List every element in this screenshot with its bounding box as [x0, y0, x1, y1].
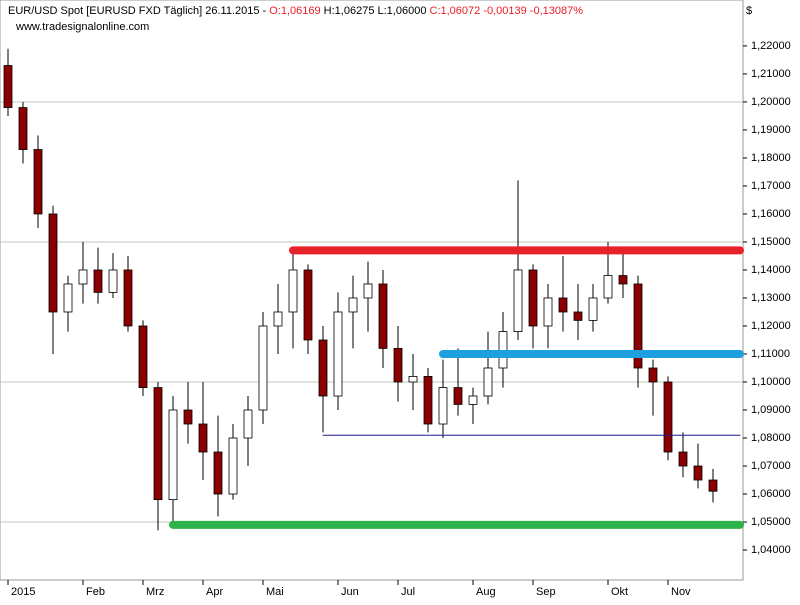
x-tick-label: Nov [671, 586, 691, 598]
candle-body [258, 325, 268, 411]
candle-body [423, 375, 433, 425]
candle-body [243, 409, 253, 439]
candle-body [393, 347, 403, 383]
candle-body [273, 311, 283, 327]
candle-body [3, 65, 13, 108]
x-tick-label: Feb [86, 586, 105, 598]
y-tick-label: 1,12000 [751, 320, 791, 332]
candle-body [168, 409, 178, 501]
x-tick-label: 2015 [11, 586, 35, 598]
x-tick-label: Okt [611, 586, 628, 598]
y-tick-label: 1,18000 [751, 152, 791, 164]
source: www.tradesignalonline.com [15, 21, 149, 33]
y-tick-label: 1,22000 [751, 40, 791, 52]
candle-body [588, 297, 598, 321]
y-tick-label: 1,04000 [751, 544, 791, 556]
y-tick-label: 1,13000 [751, 292, 791, 304]
candle-body [603, 275, 613, 299]
candle-body [543, 297, 553, 327]
y-tick-label: 1,19000 [751, 124, 791, 136]
y-tick-label: 1,08000 [751, 432, 791, 444]
y-tick-label: 1,14000 [751, 264, 791, 276]
y-unit: $ [746, 5, 752, 17]
y-tick-label: 1,15000 [751, 236, 791, 248]
header-high-low: H:1,06275 L:1,06000 [321, 5, 430, 17]
candle-body [93, 269, 103, 293]
candle-body [183, 409, 193, 425]
header-close: C:1,06072 -0,00139 -0,13087% [430, 5, 584, 17]
x-tick-label: Jul [401, 586, 415, 598]
x-tick-label: Mrz [146, 586, 164, 598]
candle-body [528, 269, 538, 327]
candle-body [618, 275, 628, 285]
candle-body [333, 311, 343, 397]
candle-body [498, 331, 508, 369]
y-tick-label: 1,17000 [751, 180, 791, 192]
candle-body [378, 283, 388, 349]
candle-body [693, 465, 703, 481]
candle-body [78, 269, 88, 285]
candle-body [213, 451, 223, 495]
candle-body [408, 375, 418, 383]
candle-body [678, 451, 688, 467]
candle-body [48, 213, 58, 313]
y-tick-label: 1,11000 [751, 348, 790, 360]
candle-body [228, 437, 238, 495]
candle-body [198, 423, 208, 453]
candle-body [348, 297, 358, 313]
y-tick-label: 1,21000 [751, 68, 791, 80]
candle-body [363, 283, 373, 299]
candle-body [438, 387, 448, 425]
header-title: EUR/USD Spot [EURUSD FXD Täglich] 26.11.… [8, 5, 269, 17]
candle-body [483, 367, 493, 397]
candle-body [663, 381, 673, 453]
candle-body [633, 283, 643, 369]
candle-body [558, 297, 568, 313]
candle-body [288, 269, 298, 313]
x-tick-label: Jun [341, 586, 359, 598]
candle-body [123, 269, 133, 327]
y-tick-label: 1,06000 [751, 488, 791, 500]
candle-body [573, 311, 583, 321]
candle-body [318, 339, 328, 397]
candle-body [453, 387, 463, 405]
y-tick-label: 1,09000 [751, 404, 791, 416]
candle-body [108, 269, 118, 293]
candle-body [648, 367, 658, 383]
candle-body [513, 269, 523, 332]
candle-body [33, 149, 43, 215]
header-open: O:1,06169 [269, 5, 320, 17]
candle-body [18, 107, 28, 150]
candle-body [708, 479, 718, 492]
candle-body [138, 325, 148, 389]
candle-body [303, 269, 313, 341]
y-tick-label: 1,16000 [751, 208, 791, 220]
y-tick-label: 1,07000 [751, 460, 791, 472]
candle-body [63, 283, 73, 313]
x-tick-label: Aug [476, 586, 496, 598]
y-tick-label: 1,05000 [751, 516, 791, 528]
candle-body [153, 387, 163, 501]
x-tick-label: Sep [536, 586, 556, 598]
x-tick-label: Apr [206, 586, 223, 598]
y-tick-label: 1,20000 [751, 96, 791, 108]
x-tick-label: Mai [266, 586, 284, 598]
header: EUR/USD Spot [EURUSD FXD Täglich] 26.11.… [8, 5, 583, 17]
y-tick-label: 1,10000 [751, 376, 791, 388]
candle-body [468, 395, 478, 405]
